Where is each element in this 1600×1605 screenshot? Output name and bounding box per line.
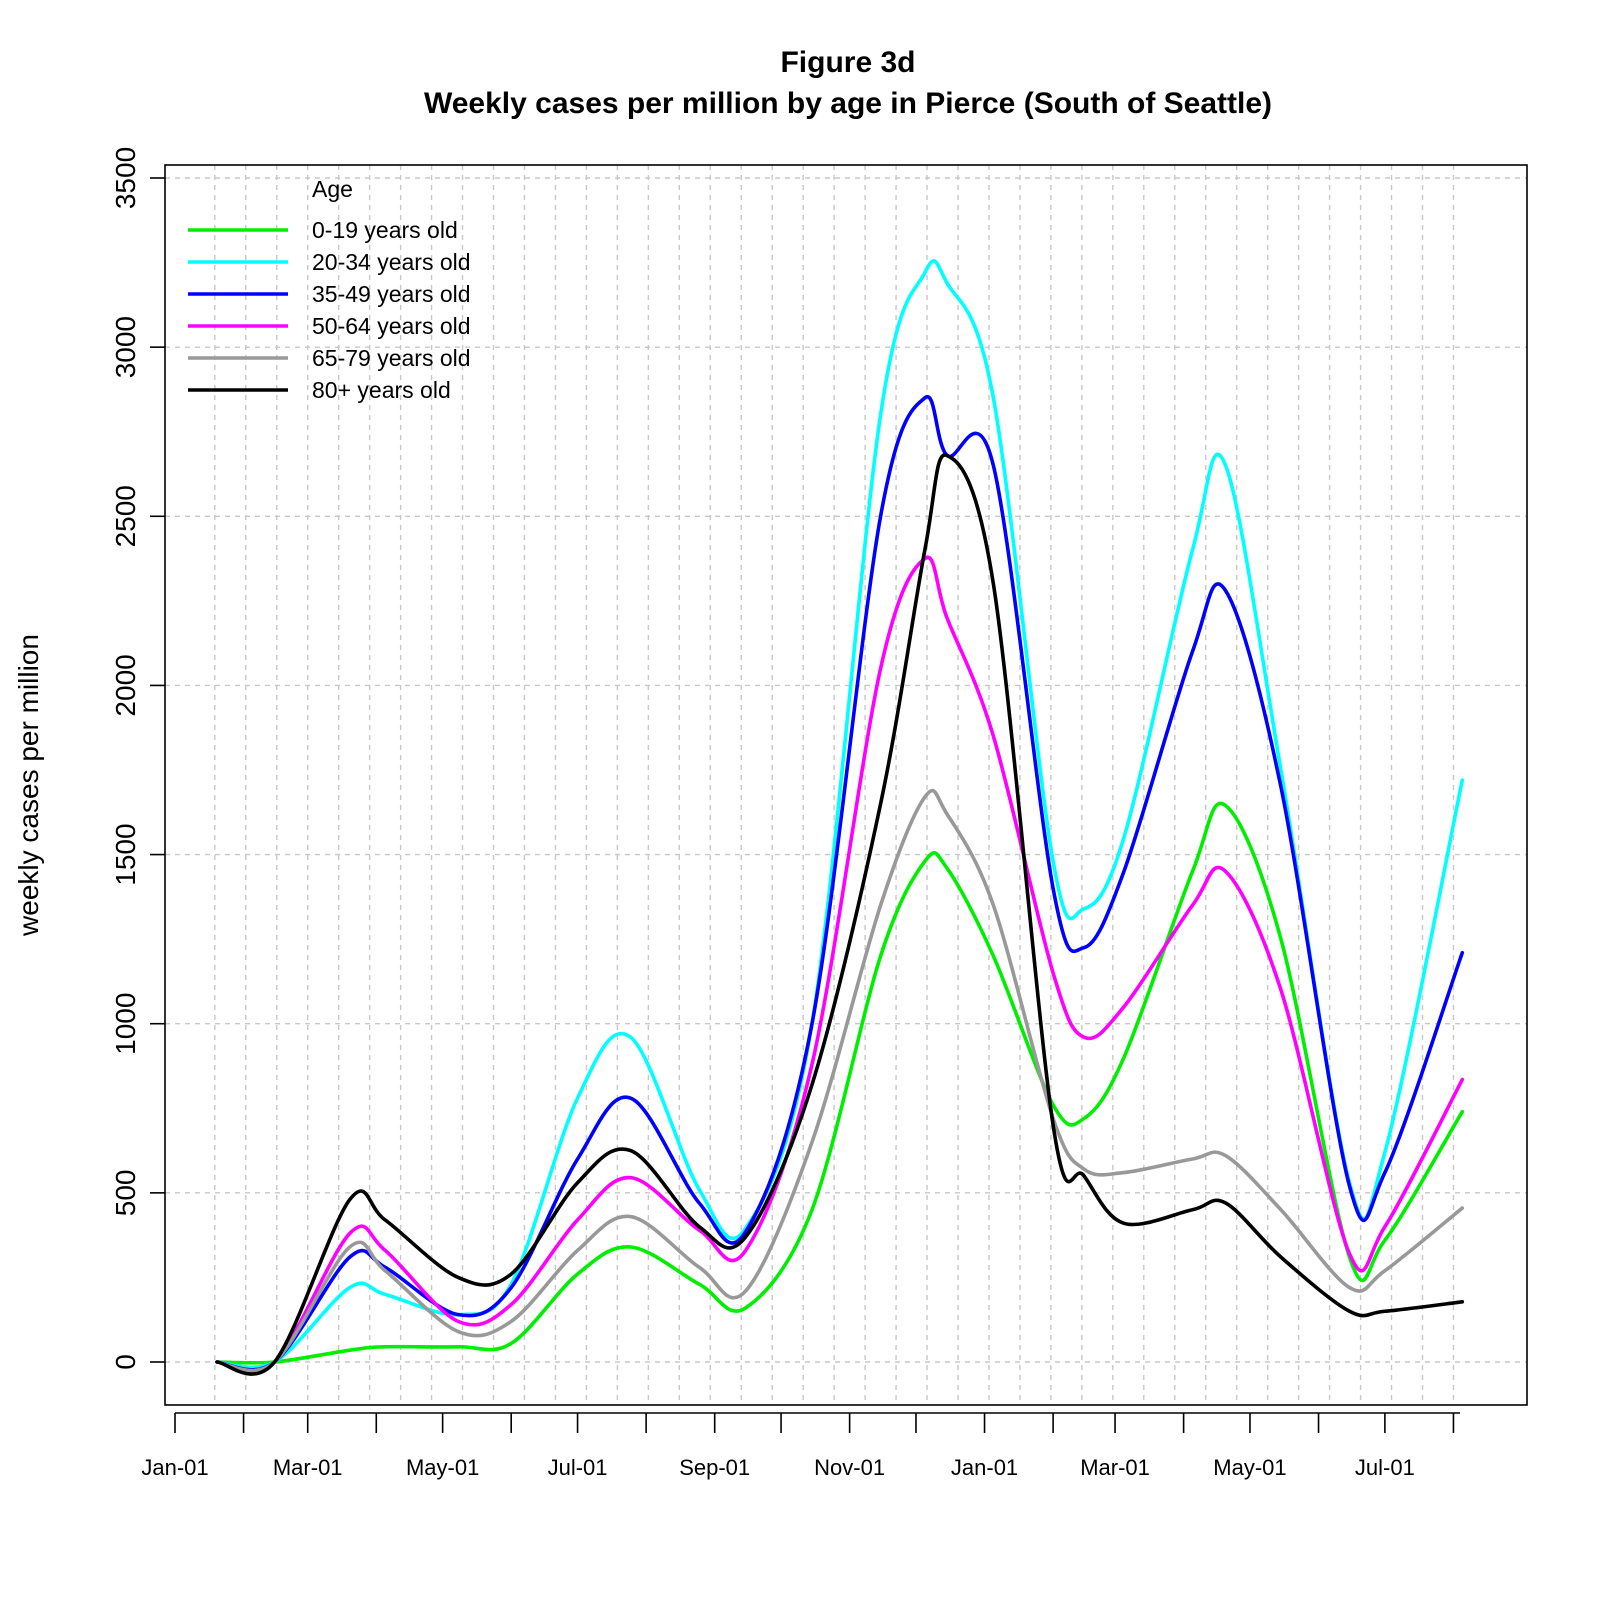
y-tick-label: 2500 <box>110 485 141 547</box>
x-axis: Jan-01 Mar-01 May-01 Jul-01 Sep-01 Nov-01 Jan-… <box>141 1412 1460 1480</box>
y-tick-label: 2000 <box>110 654 141 716</box>
x-tick-label: Mar-01 <box>1080 1455 1150 1480</box>
x-tick-label: Mar-01 <box>273 1455 343 1480</box>
legend-entry: 35-49 years old <box>312 281 471 307</box>
legend-entry: 0-19 years old <box>312 217 458 243</box>
series-line-50-64-years-old <box>215 555 1465 1374</box>
y-tick-label: 3500 <box>110 147 141 209</box>
x-tick-label: Nov-01 <box>814 1455 885 1480</box>
y-axis: 0 500 1000 1500 2000 2500 3000 3500 <box>110 147 165 1370</box>
legend-entry: 20-34 years old <box>312 249 471 275</box>
legend-title: Age <box>312 176 353 202</box>
y-tick-label: 500 <box>110 1169 141 1216</box>
x-tick-label: May-01 <box>1213 1455 1286 1480</box>
series-lines <box>215 258 1465 1376</box>
chart-title: Figure 3d <box>780 46 915 79</box>
series-line-35-49-years-old <box>215 394 1465 1372</box>
x-tick-label: May-01 <box>406 1455 479 1480</box>
y-tick-label: 0 <box>110 1354 141 1370</box>
x-tick-label: Jul-01 <box>1355 1455 1415 1480</box>
series-line-20-34-years-old <box>215 258 1465 1370</box>
y-tick-label: 1500 <box>110 823 141 885</box>
series-line-0-19-years-old <box>215 801 1465 1365</box>
y-tick-label: 3000 <box>110 316 141 378</box>
y-tick-label: 1000 <box>110 993 141 1055</box>
legend: Age 0-19 years old 20-34 years old 35-49 y… <box>188 176 471 403</box>
gridlines <box>165 165 1527 1405</box>
x-tick-label: Jan-01 <box>951 1455 1018 1480</box>
series-line-65-79-years-old <box>215 788 1465 1373</box>
x-tick-label: Sep-01 <box>679 1455 750 1480</box>
y-axis-label: weekly cases per million <box>13 634 44 937</box>
legend-entry: 80+ years old <box>312 377 451 403</box>
chart-subtitle: Weekly cases per million by age in Pierc… <box>424 87 1272 120</box>
legend-entry: 50-64 years old <box>312 313 471 339</box>
x-tick-label: Jan-01 <box>141 1455 208 1480</box>
legend-entry: 65-79 years old <box>312 345 471 371</box>
plot-frame <box>164 164 1528 1406</box>
series-line-80+-years-old <box>215 453 1465 1376</box>
x-tick-label: Jul-01 <box>548 1455 608 1480</box>
